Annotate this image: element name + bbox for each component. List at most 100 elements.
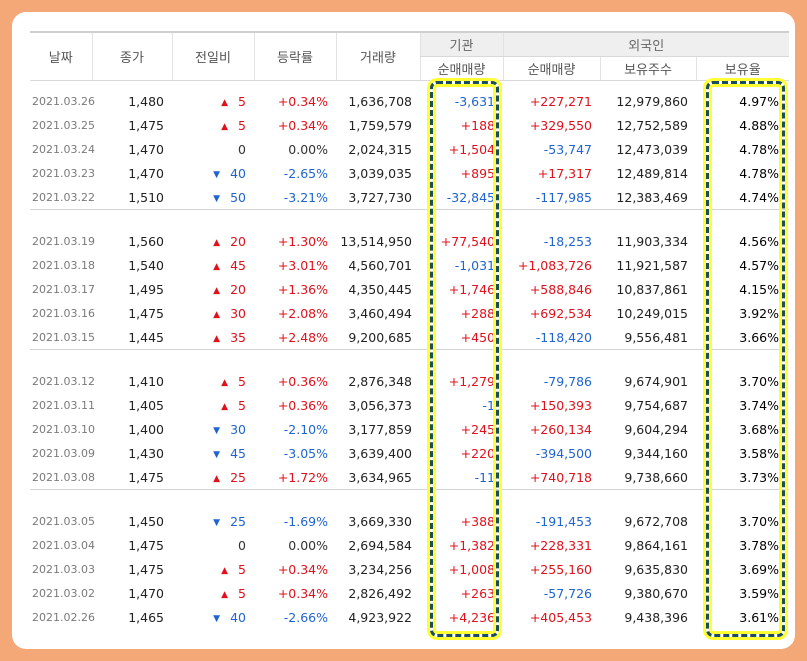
frgn-shares-cell: 10,837,861 — [616, 281, 688, 297]
col-header-close: 종가 — [91, 31, 172, 81]
inst-net-cell: +188 — [460, 117, 495, 133]
table-row: 2021.03.02 1,470 ▲ 5 +0.34% 2,826,492 +263 -57,… — [30, 581, 789, 605]
volume-cell: 4,560,701 — [348, 257, 412, 273]
volume-cell: 3,039,035 — [348, 165, 412, 181]
down-arrow-icon: ▼ — [213, 449, 221, 460]
date-cell: 2021.03.05 — [32, 514, 95, 528]
frgn-shares-cell: 9,674,901 — [624, 373, 688, 389]
table-row: 2021.03.10 1,400 ▼ 30 -2.10% 3,177,859 +245 +26… — [30, 417, 789, 441]
up-arrow-icon: ▲ — [213, 309, 221, 320]
table-row: 2021.03.08 1,475 ▲ 25 +1.72% 3,634,965 -11 +740… — [30, 465, 789, 490]
volume-cell: 4,923,922 — [348, 609, 412, 625]
frgn-net-cell: -18,253 — [543, 233, 592, 249]
change-value: 40 — [230, 165, 246, 181]
change-cell: ▲ 20 — [172, 229, 254, 253]
change-value: 25 — [230, 513, 246, 529]
frgn-shares-cell: 9,344,160 — [624, 445, 688, 461]
frgn-shares-cell: 9,738,660 — [624, 469, 688, 485]
frgn-ratio-cell: 3.78% — [739, 537, 779, 553]
close-cell: 1,470 — [128, 585, 164, 601]
change-value: 20 — [230, 281, 246, 297]
close-cell: 1,475 — [128, 117, 164, 133]
frgn-shares-cell: 9,864,161 — [624, 537, 688, 553]
frgn-net-cell: +329,550 — [529, 117, 592, 133]
volume-cell: 13,514,950 — [340, 233, 412, 249]
change-cell: ▼ 30 — [172, 417, 254, 441]
inst-net-cell: +1,746 — [448, 281, 495, 297]
rate-cell: -2.65% — [283, 165, 328, 181]
frgn-ratio-cell: 4.97% — [739, 93, 779, 109]
volume-cell: 9,200,685 — [348, 329, 412, 345]
frgn-shares-cell: 9,438,396 — [624, 609, 688, 625]
frgn-net-cell: +227,271 — [529, 93, 592, 109]
volume-cell: 1,636,708 — [348, 93, 412, 109]
frgn-net-cell: -117,985 — [535, 189, 592, 205]
change-value: 20 — [230, 233, 246, 249]
volume-cell: 3,727,730 — [348, 189, 412, 205]
volume-cell: 3,177,859 — [348, 421, 412, 437]
date-cell: 2021.03.18 — [32, 258, 95, 272]
date-cell: 2021.03.02 — [32, 586, 95, 600]
frgn-shares-cell: 11,903,334 — [616, 233, 688, 249]
frgn-net-cell: +1,083,726 — [517, 257, 592, 273]
change-cell: ▼ 40 — [172, 161, 254, 185]
highlight-institution-column — [430, 81, 499, 637]
frgn-ratio-cell: 3.68% — [739, 421, 779, 437]
rate-cell: +0.36% — [277, 373, 328, 389]
col-header-change: 전일비 — [171, 31, 254, 81]
frgn-net-cell: +405,453 — [529, 609, 592, 625]
rate-cell: +1.30% — [277, 233, 328, 249]
table-row: 2021.03.04 1,475 0 0.00% 2,694,584 +1,382 +228… — [30, 533, 789, 557]
down-arrow-icon: ▼ — [213, 193, 221, 204]
close-cell: 1,445 — [128, 329, 164, 345]
inst-net-cell: +4,236 — [448, 609, 495, 625]
frgn-shares-cell: 9,635,830 — [624, 561, 688, 577]
table-row: 2021.03.12 1,410 ▲ 5 +0.36% 2,876,348 +1,279 -7… — [30, 369, 789, 393]
frgn-net-cell: -57,726 — [543, 585, 592, 601]
frgn-shares-cell: 9,380,670 — [624, 585, 688, 601]
inst-net-cell: +77,540 — [440, 233, 495, 249]
date-cell: 2021.03.12 — [32, 374, 95, 388]
up-arrow-icon: ▲ — [221, 565, 229, 576]
rate-cell: +0.34% — [277, 117, 328, 133]
frgn-shares-cell: 10,249,015 — [616, 305, 688, 321]
rate-cell: -1.69% — [283, 513, 328, 529]
date-cell: 2021.03.17 — [32, 282, 95, 296]
inst-net-cell: +388 — [460, 513, 495, 529]
change-cell: 0 — [172, 533, 254, 557]
rate-cell: +1.72% — [277, 469, 328, 485]
up-arrow-icon: ▲ — [221, 377, 229, 388]
screenshot-frame: 날짜 종가 전일비 등락률 거래량 기관 외국인 순매매량 순매매량 보유주수 … — [12, 12, 795, 649]
volume-cell: 2,826,492 — [348, 585, 412, 601]
table-row: 2021.03.05 1,450 ▼ 25 -1.69% 3,669,330 +388 -19… — [30, 509, 789, 533]
week-separator — [30, 349, 789, 369]
inst-net-cell: -1,031 — [454, 257, 495, 273]
change-cell: ▲ 20 — [172, 277, 254, 301]
table-row: 2021.03.16 1,475 ▲ 30 +2.08% 3,460,494 +288 +69… — [30, 301, 789, 325]
table-row: 2021.03.24 1,470 0 0.00% 2,024,315 +1,504 -53,… — [30, 137, 789, 161]
frgn-net-cell: -53,747 — [543, 141, 592, 157]
close-cell: 1,470 — [128, 141, 164, 157]
change-cell: ▲ 35 — [172, 325, 254, 350]
close-cell: 1,470 — [128, 165, 164, 181]
table-row: 2021.03.18 1,540 ▲ 45 +3.01% 4,560,701 -1,031 +… — [30, 253, 789, 277]
table-row: 2021.03.23 1,470 ▼ 40 -2.65% 3,039,035 +895 +17… — [30, 161, 789, 185]
date-cell: 2021.03.04 — [32, 538, 95, 552]
table-row: 2021.03.17 1,495 ▲ 20 +1.36% 4,350,445 +1,746 +… — [30, 277, 789, 301]
rate-cell: +1.36% — [277, 281, 328, 297]
close-cell: 1,475 — [128, 537, 164, 553]
change-cell: ▲ 30 — [172, 301, 254, 325]
change-value: 5 — [238, 397, 246, 413]
frgn-shares-cell: 12,489,814 — [616, 165, 688, 181]
change-value: 35 — [230, 329, 246, 345]
frgn-shares-cell: 9,672,708 — [624, 513, 688, 529]
change-cell: ▲ 5 — [172, 393, 254, 417]
frgn-net-cell: +150,393 — [529, 397, 592, 413]
frgn-shares-cell: 12,473,039 — [616, 141, 688, 157]
up-arrow-icon: ▲ — [213, 261, 221, 272]
close-cell: 1,495 — [128, 281, 164, 297]
frgn-ratio-cell: 3.70% — [739, 373, 779, 389]
week-separator — [30, 489, 789, 509]
change-cell: ▲ 5 — [172, 581, 254, 605]
table-row: 2021.03.25 1,475 ▲ 5 +0.34% 1,759,579 +188 +329… — [30, 113, 789, 137]
